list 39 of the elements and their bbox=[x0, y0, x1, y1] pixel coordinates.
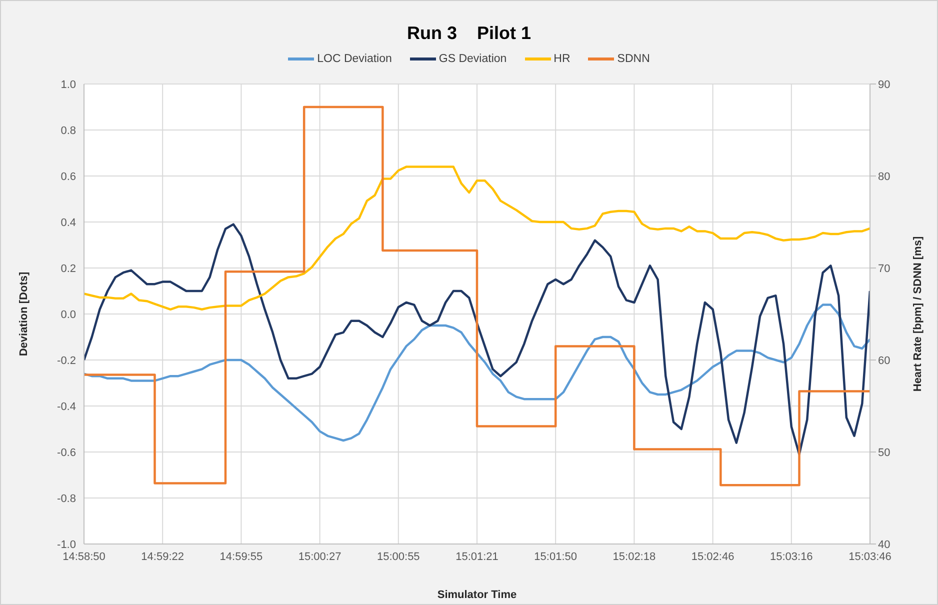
line-series bbox=[84, 166, 870, 311]
x-tick-label: 15:02:18 bbox=[612, 550, 656, 563]
y-tick-label: 1.0 bbox=[60, 78, 76, 91]
y-tick-label: 0.0 bbox=[60, 308, 76, 321]
x-axis-title: Simulator Time bbox=[437, 589, 517, 601]
x-tick-label: 15:02:46 bbox=[691, 550, 734, 563]
x-tick-label: 15:01:21 bbox=[456, 550, 498, 563]
legend-label: LOC Deviation bbox=[317, 53, 392, 65]
x-tick-label: 14:58:50 bbox=[62, 550, 106, 563]
y2-tick-label: 70 bbox=[878, 262, 890, 275]
y2-tick-label: 50 bbox=[878, 446, 890, 459]
x-tick-label: 15:01:50 bbox=[534, 550, 578, 563]
y-tick-label: 0.8 bbox=[60, 124, 76, 137]
y-tick-label: -0.4 bbox=[57, 400, 76, 413]
x-tick-label: 15:03:46 bbox=[848, 550, 892, 563]
y-axis-title: Deviation [Dots] bbox=[18, 272, 30, 356]
line-series bbox=[84, 223, 870, 456]
chart-title: Run 3 Pilot 1 bbox=[406, 23, 532, 44]
y-tick-label: 0.4 bbox=[60, 216, 76, 229]
y-tick-label: -0.6 bbox=[57, 446, 76, 459]
y2-tick-label: 60 bbox=[878, 354, 890, 367]
y-tick-label: 0.6 bbox=[60, 170, 76, 183]
y-tick-label: -1.0 bbox=[57, 538, 76, 551]
y2-tick-label: 80 bbox=[878, 170, 890, 183]
y-tick-label: -0.8 bbox=[57, 492, 76, 505]
legend-label: HR bbox=[554, 53, 570, 65]
y2-axis-title: Heart Rate [bpm] / SDNN [ms] bbox=[912, 236, 924, 392]
legend-label: SDNN bbox=[617, 53, 650, 65]
y2-tick-label: 90 bbox=[878, 78, 890, 91]
x-tick-label: 15:00:55 bbox=[376, 550, 420, 563]
x-tick-label: 14:59:22 bbox=[141, 550, 184, 563]
line-series bbox=[84, 304, 870, 442]
x-tick-label: 14:59:55 bbox=[220, 550, 263, 563]
y2-tick-label: 40 bbox=[878, 538, 890, 551]
x-tick-label: 15:00:27 bbox=[298, 550, 342, 563]
y-tick-label: -0.2 bbox=[57, 354, 76, 367]
y-tick-label: 0.2 bbox=[60, 262, 76, 275]
x-tick-label: 15:03:16 bbox=[770, 550, 813, 563]
legend-label: GS Deviation bbox=[438, 53, 507, 65]
